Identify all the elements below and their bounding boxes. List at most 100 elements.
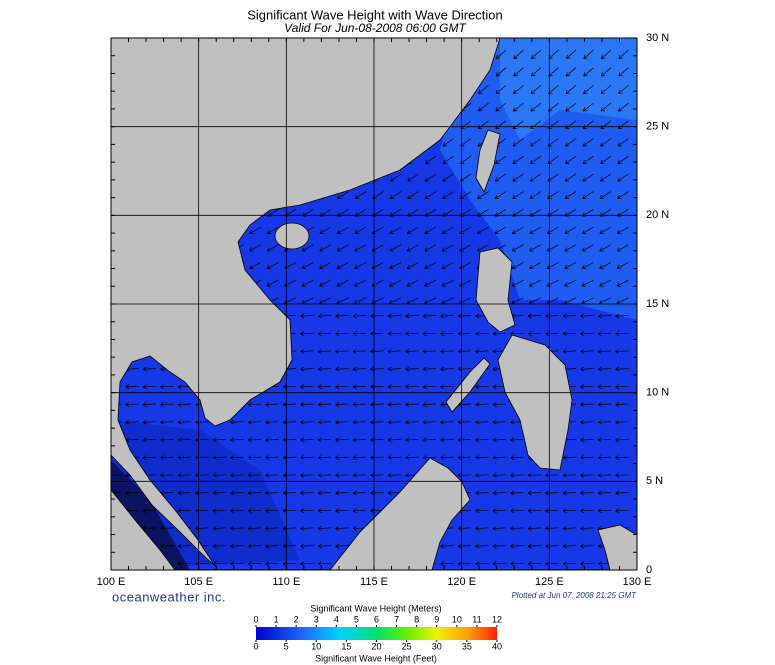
wave-arrow — [475, 508, 489, 514]
wave-arrow — [580, 455, 594, 460]
luzon — [475, 247, 516, 333]
wave-arrow — [583, 85, 594, 95]
wave-arrow — [265, 561, 279, 567]
wave-arrow — [475, 437, 489, 443]
wave-arrow — [475, 349, 489, 354]
wave-arrow — [370, 419, 384, 425]
wave-arrow — [142, 455, 157, 460]
lon-label: 125 E — [535, 576, 564, 588]
wave-arrow — [440, 331, 454, 337]
wave-arrow — [300, 419, 314, 425]
wave-arrow — [230, 543, 244, 549]
wave-arrow — [562, 490, 577, 496]
wave-arrow — [562, 472, 577, 478]
wave-arrow — [580, 313, 594, 319]
wave-arrow — [354, 262, 367, 270]
wave-arrow — [142, 419, 157, 425]
wave-arrow — [422, 349, 437, 354]
wave-arrow — [352, 472, 367, 478]
wave-arrow — [510, 472, 524, 478]
wave-arrow — [230, 526, 244, 531]
wave-arrow — [301, 262, 314, 270]
wave-arrow — [527, 526, 542, 531]
wave-arrow — [582, 155, 594, 164]
lat-label: 15 N — [646, 298, 669, 310]
wave-arrow — [510, 455, 524, 460]
wave-arrow — [335, 490, 349, 496]
lon-label: 110 E — [272, 576, 300, 588]
wave-arrow — [457, 419, 472, 425]
palawan — [445, 357, 491, 413]
wave-arrow — [562, 508, 577, 514]
wave-arrow — [617, 155, 629, 164]
wave-arrow — [387, 313, 402, 319]
wave-arrow — [617, 102, 629, 112]
wave-arrow — [580, 402, 594, 407]
wave-arrow — [494, 173, 507, 182]
wave-arrow — [406, 262, 419, 270]
wave-arrow — [352, 490, 367, 496]
wave-arrow — [615, 366, 629, 372]
wave-arrow — [457, 313, 472, 319]
wave-arrow — [160, 402, 174, 407]
meters-tick-label: 0 — [253, 614, 258, 624]
wave-arrow — [370, 313, 384, 319]
wave-arrow — [562, 455, 577, 460]
wave-arrow — [300, 402, 314, 407]
wave-arrow — [492, 526, 507, 531]
wave-arrow — [441, 226, 454, 234]
wave-arrow — [597, 437, 612, 443]
wave-arrow — [494, 191, 507, 199]
wave-arrow — [354, 226, 367, 234]
map — [111, 38, 637, 570]
wave-arrow — [354, 244, 367, 252]
wave-arrow — [510, 437, 524, 443]
wave-arrow — [492, 472, 507, 478]
wave-arrow — [317, 419, 332, 425]
wave-arrow — [352, 419, 367, 425]
wave-arrow — [581, 279, 594, 287]
wave-arrow — [597, 349, 612, 354]
wave-arrow — [441, 244, 454, 252]
wave-arrow — [352, 366, 367, 372]
wave-arrow — [300, 349, 314, 354]
wave-arrow — [335, 366, 349, 372]
wave-arrow — [529, 191, 542, 199]
wave-arrow — [530, 67, 542, 77]
wave-arrow — [564, 279, 577, 287]
wave-arrow — [616, 226, 629, 234]
wave-arrow — [580, 331, 594, 337]
wave-arrow — [230, 490, 244, 496]
wave-arrow — [352, 313, 367, 319]
wave-arrow — [546, 279, 559, 287]
wave-arrow — [405, 349, 419, 354]
wave-arrow — [615, 331, 629, 337]
wave-arrow — [617, 173, 629, 182]
wave-arrow — [581, 226, 594, 234]
wave-arrow — [580, 437, 594, 443]
wave-arrow — [177, 472, 192, 478]
wave-arrow — [580, 472, 594, 478]
wave-arrow — [597, 313, 612, 319]
wave-arrow — [529, 279, 542, 287]
wave-arrow — [457, 543, 472, 549]
wave-arrow — [597, 402, 612, 407]
meters-tick-label: 11 — [472, 614, 481, 624]
wave-arrow — [527, 543, 542, 549]
wave-arrow — [230, 437, 244, 443]
wave-arrow — [370, 490, 384, 496]
wave-arrow — [387, 472, 402, 478]
wave-arrow — [495, 49, 507, 59]
wave-arrow — [510, 526, 524, 531]
wave-arrow — [616, 279, 629, 287]
meters-tick-label: 10 — [452, 614, 462, 624]
wave-arrow — [230, 419, 244, 425]
wave-arrow — [615, 508, 629, 514]
taiwan — [475, 129, 501, 193]
wave-arrow — [475, 561, 489, 567]
feet-tick-label: 35 — [462, 641, 472, 651]
wave-arrow — [529, 244, 542, 252]
wave-arrow — [565, 85, 577, 95]
wave-arrow — [495, 102, 507, 112]
